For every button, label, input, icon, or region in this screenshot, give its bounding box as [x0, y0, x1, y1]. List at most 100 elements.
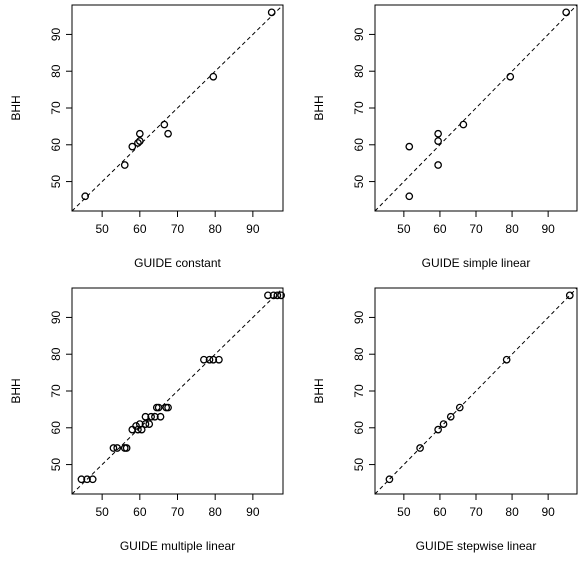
data-point	[141, 412, 150, 421]
y-tick-label: 70	[49, 101, 63, 115]
data-point	[128, 142, 137, 151]
y-tick-label: 80	[49, 64, 63, 78]
x-tick-label: 60	[133, 505, 147, 519]
identity-reference-line	[72, 288, 283, 494]
y-tick-label: 90	[49, 310, 63, 324]
data-point	[455, 403, 464, 412]
x-tick-label: 60	[433, 222, 447, 236]
y-axis-label: BHH	[9, 95, 23, 120]
y-tick-label: 70	[352, 384, 366, 398]
data-point	[405, 142, 414, 151]
data-point	[83, 475, 91, 484]
data-point	[88, 475, 97, 484]
data-point	[446, 412, 455, 421]
data-point	[565, 291, 574, 300]
y-tick-label: 80	[352, 64, 366, 78]
x-tick-label: 90	[246, 222, 260, 236]
y-tick-label: 90	[352, 310, 366, 324]
x-axis-label: GUIDE multiple linear	[120, 539, 235, 553]
y-tick-label: 70	[49, 384, 63, 398]
data-point	[113, 444, 122, 452]
x-tick-label: 90	[541, 505, 555, 519]
x-tick-label: 80	[505, 222, 519, 236]
x-tick-label: 70	[171, 505, 185, 519]
data-point	[562, 8, 571, 17]
data-point	[416, 444, 424, 452]
data-point	[502, 355, 511, 364]
y-tick-label: 60	[49, 138, 63, 152]
data-point	[151, 412, 159, 421]
scatter-panel-2: 50 60 70 80 90 50 60 70 80 90 GUIDE simple linear B…	[312, 4, 578, 270]
data-point	[164, 129, 172, 138]
y-tick-label: 60	[49, 421, 63, 435]
identity-reference-line	[375, 5, 577, 211]
data-point	[109, 444, 118, 452]
x-tick-label: 60	[133, 222, 147, 236]
y-tick-label: 60	[352, 421, 366, 435]
data-point	[273, 291, 282, 300]
y-tick-label: 50	[352, 175, 366, 189]
scatter-panel-1: 50 60 70 80 90 50 60 70 80 90 GUIDE constant BHH	[9, 4, 284, 270]
x-tick-label: 90	[541, 222, 555, 236]
x-tick-label: 80	[208, 505, 222, 519]
data-point	[145, 420, 154, 428]
y-axis-label: BHH	[9, 378, 23, 403]
data-point	[205, 355, 214, 364]
data-point	[269, 291, 278, 300]
scatter-panel-4: 50 60 70 80 90 50 60 70 80 90 GUIDE stepwise linea…	[312, 287, 578, 553]
x-tick-label: 50	[397, 222, 411, 236]
data-point	[135, 137, 144, 145]
data-point	[459, 120, 468, 129]
data-point	[267, 8, 276, 17]
data-point	[147, 412, 155, 421]
identity-reference-line	[72, 5, 283, 211]
data-point	[264, 291, 272, 300]
x-tick-label: 80	[505, 505, 519, 519]
data-point	[137, 425, 146, 434]
data-point	[209, 72, 218, 81]
y-axis-label: BHH	[312, 378, 326, 403]
data-point	[277, 291, 285, 300]
data-point	[385, 475, 394, 484]
data-point	[156, 412, 165, 421]
data-point	[135, 129, 144, 138]
x-tick-label: 70	[171, 222, 185, 236]
y-tick-label: 90	[352, 27, 366, 41]
x-tick-label: 50	[397, 505, 411, 519]
x-tick-label: 70	[469, 505, 483, 519]
identity-reference-line	[375, 288, 577, 494]
data-point	[434, 137, 442, 145]
data-point	[77, 475, 86, 484]
data-point	[405, 192, 414, 201]
scatter-panel-3: 50 60 70 80 90 50 60 70 80 90 GUIDE multiple linea…	[9, 287, 285, 553]
data-point	[439, 420, 448, 428]
data-point	[209, 355, 218, 364]
data-point	[164, 403, 172, 412]
x-tick-label: 70	[469, 222, 483, 236]
x-tick-label: 50	[95, 222, 109, 236]
data-point	[122, 444, 131, 452]
data-point	[434, 425, 442, 434]
x-axis-label: GUIDE simple linear	[422, 256, 531, 270]
y-tick-label: 90	[49, 27, 63, 41]
y-tick-label: 50	[352, 458, 366, 472]
data-point	[141, 420, 150, 428]
y-tick-label: 70	[352, 101, 366, 115]
x-tick-label: 60	[433, 505, 447, 519]
data-point	[506, 72, 515, 81]
x-axis-label: GUIDE stepwise linear	[416, 539, 537, 553]
y-tick-label: 50	[49, 458, 63, 472]
data-point	[160, 120, 169, 129]
x-tick-label: 80	[208, 222, 222, 236]
y-axis-label: BHH	[312, 95, 326, 120]
data-point	[120, 161, 129, 169]
y-tick-label: 80	[49, 347, 63, 361]
data-point	[154, 403, 163, 412]
data-point	[200, 355, 208, 364]
y-tick-label: 50	[49, 175, 63, 189]
data-point	[215, 355, 223, 364]
x-tick-label: 50	[95, 505, 109, 519]
data-point	[132, 422, 140, 430]
y-tick-label: 80	[352, 347, 366, 361]
